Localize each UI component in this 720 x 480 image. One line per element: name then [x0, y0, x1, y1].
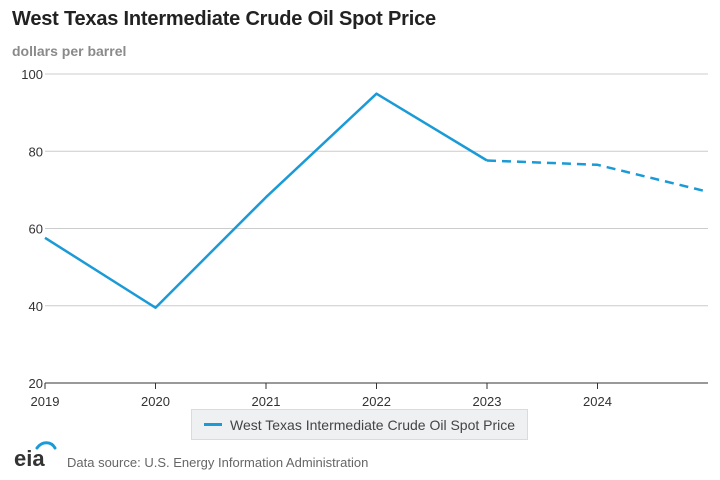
x-tick-label-2024: 2024 [583, 394, 612, 409]
x-tick-label-2022: 2022 [362, 394, 391, 409]
legend-swatch [204, 423, 222, 426]
x-tick-label-2021: 2021 [252, 394, 281, 409]
y-tick-label-100: 100 [21, 67, 43, 82]
y-tick-label-80: 80 [29, 144, 43, 159]
series-line-historical [44, 92, 488, 309]
x-tick-label-2023: 2023 [473, 394, 502, 409]
eia-logo-text: eia [14, 446, 45, 470]
y-tick-label-60: 60 [29, 222, 43, 237]
y-tick-label-40: 40 [29, 299, 43, 314]
gridlines [45, 73, 708, 384]
y-axis-unit-label: dollars per barrel [12, 43, 127, 59]
x-tick-label-2019: 2019 [31, 394, 60, 409]
chart-title: West Texas Intermediate Crude Oil Spot P… [12, 8, 436, 30]
series-line-forecast [486, 159, 709, 194]
y-tick-label-20: 20 [29, 376, 43, 391]
legend-label: West Texas Intermediate Crude Oil Spot P… [230, 416, 516, 433]
x-axis-ticks: 2019 2020 2021 2022 2023 2024 [31, 383, 612, 409]
x-tick-label-2020: 2020 [141, 394, 170, 409]
data-source-note: Data source: U.S. Energy Information Adm… [67, 455, 369, 470]
legend[interactable]: West Texas Intermediate Crude Oil Spot P… [191, 409, 528, 440]
series-lines [44, 92, 709, 309]
y-axis-ticks: 20 40 60 80 100 [21, 67, 43, 391]
eia-logo-icon: eia [14, 441, 57, 470]
